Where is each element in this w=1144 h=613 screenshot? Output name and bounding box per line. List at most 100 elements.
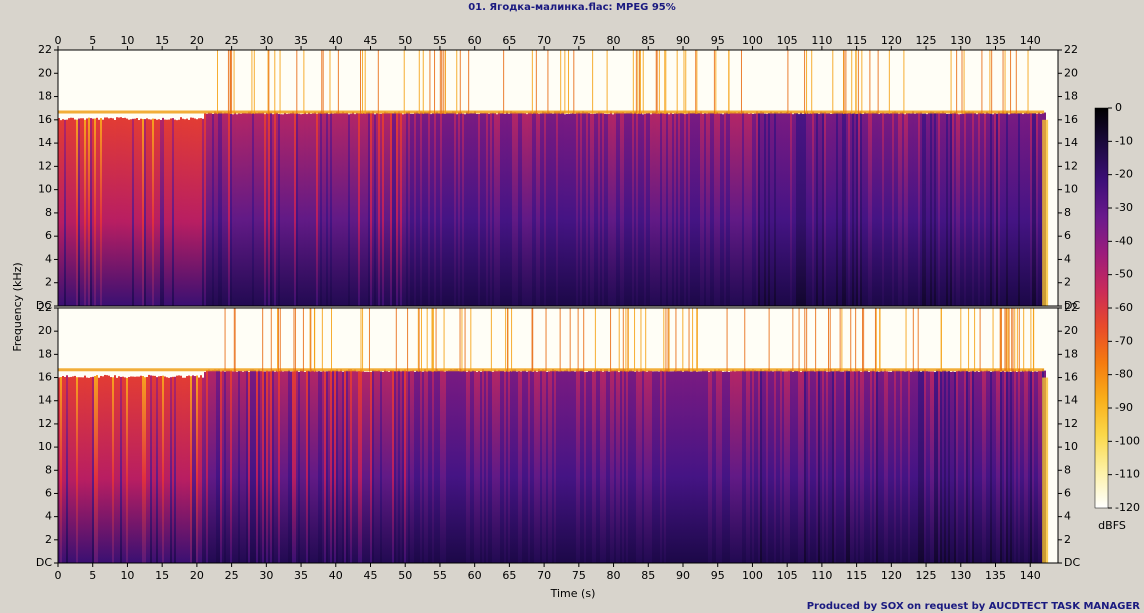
texture [922,113,924,306]
texture [124,117,126,306]
texture [882,112,884,306]
texture [748,369,750,563]
texture [1002,112,1004,306]
texture [570,113,572,307]
texture [264,114,266,306]
texture [380,113,382,307]
x-tick-label: 95 [711,34,725,47]
texture [756,370,758,563]
texture [978,371,980,563]
texture [264,371,266,563]
texture [630,112,632,307]
texture [174,119,176,307]
texture [82,118,84,307]
texture [434,370,436,563]
texture [590,113,592,306]
texture [94,375,96,563]
texture [814,371,816,563]
texture [306,114,308,307]
texture [990,113,992,306]
texture [612,370,614,563]
texture [512,112,514,306]
texture [604,369,606,563]
texture [142,376,144,563]
y-tick-label: 18 [38,90,52,103]
texture [594,113,596,306]
texture [1012,369,1014,563]
y-tick-label: 16 [1064,371,1078,384]
texture [114,119,116,306]
texture [610,111,612,306]
texture [728,372,730,563]
texture [604,113,606,306]
texture [406,111,408,307]
texture [638,371,640,563]
texture [562,111,564,306]
texture [896,369,898,563]
texture [538,113,540,306]
texture [858,112,860,306]
texture [614,112,616,306]
texture [546,372,548,563]
texture [344,370,346,563]
y-tick-label: 8 [1064,206,1071,219]
texture [850,369,852,563]
texture [178,119,180,306]
texture [522,370,524,563]
texture [456,114,458,306]
texture [996,113,998,307]
texture [280,114,282,306]
texture [356,371,358,563]
texture [82,377,84,563]
texture [634,111,636,306]
texture [666,369,668,563]
texture [738,370,740,563]
colorbar-tick-label: -90 [1115,401,1133,414]
texture [880,113,882,306]
texture [502,112,504,306]
texture [342,371,344,563]
texture [420,370,422,563]
texture [294,113,296,306]
texture [698,371,700,563]
texture [724,112,726,306]
texture [114,375,116,563]
texture [846,369,848,563]
texture [156,119,158,306]
texture [558,371,560,563]
texture [366,371,368,563]
texture [136,118,138,306]
texture [392,113,394,306]
texture [372,369,374,563]
texture [76,377,78,563]
texture [620,369,622,563]
texture [1004,112,1006,306]
texture [186,118,188,306]
texture [438,370,440,563]
texture [860,111,862,306]
texture [124,377,126,563]
texture [396,112,398,306]
texture [368,111,370,306]
texture [308,112,310,306]
texture [104,117,106,306]
texture [892,111,894,306]
texture [486,370,488,563]
texture [992,370,994,563]
texture [182,118,184,306]
texture [668,114,670,307]
texture [518,112,520,307]
texture [710,370,712,563]
texture [360,113,362,306]
texture [706,370,708,563]
plot-frame [57,49,1059,307]
texture [916,112,918,306]
texture [236,114,238,306]
texture [538,369,540,563]
texture [348,114,350,306]
texture [246,370,248,563]
texture [540,370,542,563]
texture [1042,377,1049,563]
texture [658,113,660,306]
texture [638,113,640,306]
